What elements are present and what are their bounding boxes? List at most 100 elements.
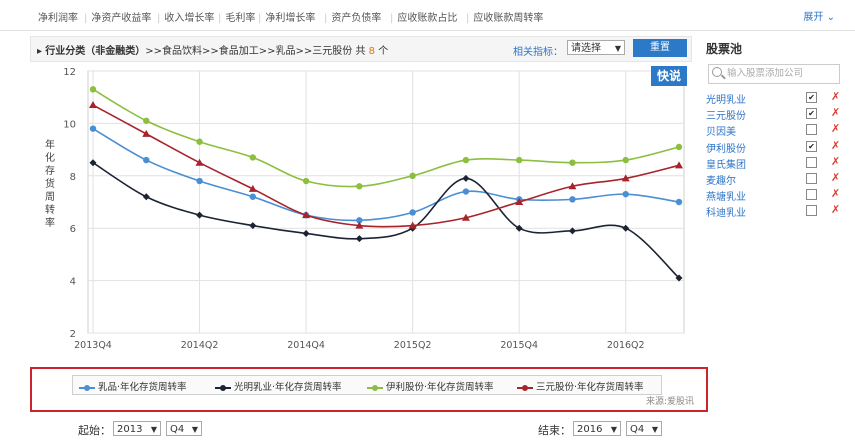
legend-item-yili[interactable]: 伊利股份·年化存货周转率 xyxy=(367,379,494,393)
stock-pool-item[interactable]: 麦趣尔 ✗ xyxy=(706,171,851,187)
tab-receivables-turnover[interactable]: 应收账款周转率 xyxy=(466,9,543,24)
stock-checkbox[interactable] xyxy=(806,205,817,217)
y-tick-label: 4 xyxy=(70,277,76,288)
stock-checkbox[interactable]: ✔ xyxy=(806,140,817,152)
search-icon xyxy=(712,67,722,77)
plot-area xyxy=(87,70,685,334)
stock-pool-title: 股票池 xyxy=(706,42,743,56)
end-year-select[interactable]: 2016 ▼ xyxy=(573,421,621,436)
y-axis-label-char: 率 xyxy=(45,216,55,229)
delete-icon[interactable]: ✗ xyxy=(831,138,841,152)
delete-icon[interactable]: ✗ xyxy=(831,203,841,217)
expand-link[interactable]: 展开 ⌄ xyxy=(803,12,835,23)
data-point xyxy=(143,156,150,164)
data-point xyxy=(142,129,151,137)
series-line-2 xyxy=(92,88,680,188)
tab-net-profit-growth[interactable]: 净利增长率 xyxy=(258,9,315,24)
stock-pool-item[interactable]: 伊利股份 ✔ ✗ xyxy=(706,139,851,155)
delete-icon[interactable]: ✗ xyxy=(831,90,841,103)
stock-checkbox[interactable]: ✔ xyxy=(806,92,817,103)
stock-pool-item[interactable]: 光明乳业 ✔ ✗ xyxy=(706,90,851,106)
data-point xyxy=(568,182,577,190)
breadcrumb-prefix: 行业分类（非金融类） xyxy=(45,46,146,57)
x-tick-label: 2014Q2 xyxy=(181,340,219,351)
count-post: 个 xyxy=(378,46,389,57)
tab-receivables-ratio[interactable]: 应收账款占比 xyxy=(390,9,457,24)
stock-name-link[interactable]: 贝因美 xyxy=(706,127,736,139)
data-point xyxy=(408,221,417,229)
data-point xyxy=(515,156,523,164)
delete-icon[interactable]: ✗ xyxy=(831,187,841,201)
legend-item-dairy[interactable]: 乳品·年化存货周转率 xyxy=(79,379,187,393)
data-point xyxy=(409,209,416,216)
data-point xyxy=(356,183,363,190)
legend-label: 光明乳业·年化存货周转率 xyxy=(234,382,342,393)
y-tick-label: 2 xyxy=(70,329,76,340)
reset-button[interactable]: 重置 xyxy=(633,39,687,57)
stock-checkbox[interactable] xyxy=(806,173,817,184)
data-point xyxy=(461,213,470,221)
legend-item-bright-dairy[interactable]: 光明乳业·年化存货周转率 xyxy=(215,379,342,393)
stock-pool-item[interactable]: 贝因美 ✗ xyxy=(706,122,851,138)
tab-roe[interactable]: 净资产收益率 xyxy=(84,9,151,24)
delete-icon[interactable]: ✗ xyxy=(831,171,841,184)
stock-checkbox[interactable]: ✔ xyxy=(806,108,817,120)
end-quarter-select[interactable]: Q4 ▼ xyxy=(626,421,662,436)
data-point xyxy=(675,274,683,282)
inventory-turnover-chart: 2 4 6 8 10 12 2013Q4 2014Q2 2014Q4 2015Q2 2015Q4 20… xyxy=(45,67,685,351)
data-point xyxy=(302,177,310,185)
data-point xyxy=(196,211,204,219)
data-point xyxy=(675,198,683,206)
stock-search-input[interactable]: 输入股票添加公司 xyxy=(708,64,840,84)
stock-pool-item[interactable]: 科迪乳业 ✗ xyxy=(706,203,851,219)
data-point xyxy=(249,193,257,200)
tab-gross-margin[interactable]: 毛利率 xyxy=(218,9,255,24)
data-point xyxy=(142,193,150,201)
stock-pool-item[interactable]: 燕塘乳业 ✗ xyxy=(706,187,851,203)
indicator-label: 相关指标： xyxy=(513,47,563,58)
data-point xyxy=(621,174,630,182)
stock-name-link[interactable]: 燕塘乳业 xyxy=(706,192,746,204)
start-quarter-select[interactable]: Q4 ▼ xyxy=(166,421,202,436)
breadcrumb-path[interactable]: >>食品饮料>>食品加工>>乳品>>三元股份 xyxy=(145,46,353,57)
stock-checkbox[interactable] xyxy=(806,124,817,136)
stock-pool-item[interactable]: 皇氏集团 ✗ xyxy=(706,155,851,171)
stock-name-link[interactable]: 光明乳业 xyxy=(706,95,746,106)
tab-revenue-growth[interactable]: 收入增长率 xyxy=(157,9,214,24)
data-point xyxy=(356,217,363,224)
legend-item-sanyuan[interactable]: 三元股份·年化存货周转率 xyxy=(517,379,644,393)
dropdown-arrow-icon: ▼ xyxy=(191,425,198,434)
tab-net-profit-margin[interactable]: 净利润率 xyxy=(38,13,78,24)
stock-name-link[interactable]: 三元股份 xyxy=(706,111,746,123)
tab-debt-ratio[interactable]: 资产负债率 xyxy=(324,9,381,24)
data-point xyxy=(569,159,576,166)
data-point xyxy=(89,159,97,167)
stock-name-link[interactable]: 伊利股份 xyxy=(706,143,746,155)
delete-icon[interactable]: ✗ xyxy=(831,154,841,168)
legend-label: 三元股份·年化存货周转率 xyxy=(536,382,644,393)
legend-marker-icon xyxy=(79,384,95,392)
stock-name-link[interactable]: 麦趣尔 xyxy=(706,176,736,187)
data-point xyxy=(515,224,523,232)
indicator-select-value: 请选择 xyxy=(571,43,601,54)
y-axis-label-char: 存 xyxy=(45,164,55,177)
data-point xyxy=(355,235,363,243)
filter-bar: ▸ 行业分类（非金融类）>>食品饮料>>食品加工>>乳品>>三元股份 共 8 个… xyxy=(30,36,692,62)
stock-checkbox[interactable] xyxy=(806,189,817,201)
delete-icon[interactable]: ✗ xyxy=(831,106,841,120)
stock-pool-item[interactable]: 三元股份 ✔ ✗ xyxy=(706,106,851,122)
legend-label: 乳品·年化存货周转率 xyxy=(98,382,187,393)
delete-icon[interactable]: ✗ xyxy=(831,122,841,136)
stock-name-link[interactable]: 皇氏集团 xyxy=(706,159,746,171)
count-value: 8 xyxy=(368,46,375,57)
breadcrumb: ▸ 行业分类（非金融类）>>食品饮料>>食品加工>>乳品>>三元股份 共 8 个 xyxy=(37,42,388,57)
data-point xyxy=(515,198,524,205)
start-year-select[interactable]: 2013 ▼ xyxy=(113,421,161,436)
data-point xyxy=(302,211,311,219)
stock-checkbox[interactable] xyxy=(806,156,817,168)
stock-name-link[interactable]: 科迪乳业 xyxy=(706,208,746,220)
indicator-select[interactable]: 请选择 ▼ xyxy=(567,40,625,55)
start-label: 起始： xyxy=(78,424,111,437)
kuaishuo-button[interactable]: 快说 xyxy=(651,66,687,86)
breadcrumb-arrow-icon: ▸ xyxy=(37,46,43,57)
